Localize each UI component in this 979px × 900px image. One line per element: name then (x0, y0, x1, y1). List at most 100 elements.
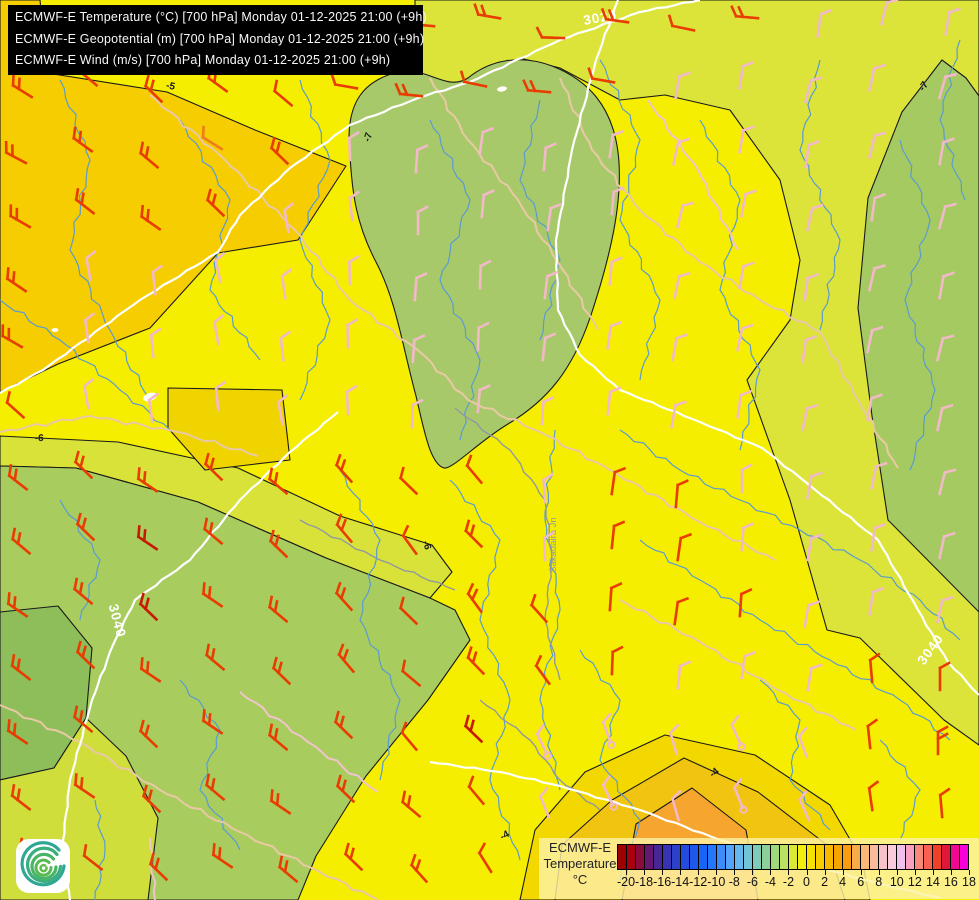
spiral-logo-icon (20, 841, 66, 887)
wind-barb-strokes (143, 74, 164, 104)
wind-barb-strokes (0, 324, 24, 349)
legend-color-cell (744, 845, 753, 869)
wind-barb-strokes (935, 334, 955, 362)
wind-barb (866, 718, 879, 750)
river-line (599, 59, 661, 381)
wind-barb-strokes (267, 723, 289, 752)
wind-barb-strokes (477, 842, 493, 874)
wind-barb-strokes (601, 774, 615, 807)
wind-barb (867, 131, 887, 159)
wind-barb-strokes (334, 581, 354, 612)
wind-barb-strokes (740, 463, 753, 494)
wind-barb (801, 334, 818, 364)
wind-barb-strokes (606, 320, 623, 350)
wind-barb (337, 643, 356, 674)
wind-barb-strokes (868, 586, 885, 616)
wind-barb-strokes (738, 587, 753, 618)
river-line (759, 679, 831, 831)
river-line (519, 99, 561, 341)
wind-barb (400, 659, 422, 688)
wind-barb (879, 0, 899, 26)
wind-barb-strokes (277, 855, 299, 884)
wind-barb-strokes (202, 517, 224, 546)
river-line (339, 469, 401, 781)
wind-barb-strokes (410, 398, 424, 429)
wind-barb (610, 186, 625, 216)
wind-barb-strokes (538, 786, 551, 819)
wind-barb (803, 76, 823, 104)
wind-barb (476, 321, 490, 352)
wind-barb-strokes (740, 521, 755, 552)
wind-barb (214, 380, 227, 412)
wind-barb-strokes (936, 403, 954, 432)
legend-color-cell (681, 845, 690, 869)
wind-barb-strokes (478, 259, 492, 290)
wind-barb (398, 466, 419, 496)
wind-barb (935, 334, 955, 362)
wind-barb (73, 773, 96, 799)
wind-barb (335, 513, 354, 544)
contour-label: -6 (34, 433, 44, 445)
wind-barb-strokes (467, 775, 486, 806)
wind-barb (740, 189, 757, 218)
wind-barb-strokes (401, 524, 418, 556)
wind-barb (740, 463, 753, 494)
lake (143, 392, 157, 402)
wind-barb-strokes (938, 531, 956, 560)
wind-barb-strokes (672, 137, 690, 166)
wind-barb (267, 467, 289, 496)
legend-color-cell (708, 845, 717, 869)
borders-layer (0, 77, 899, 900)
legend-tick (878, 870, 880, 875)
wind-barb (601, 774, 618, 811)
border-line (619, 599, 857, 731)
wind-barb (535, 723, 552, 760)
border-line (149, 94, 469, 401)
legend-color-cell (825, 845, 834, 869)
wind-barb (867, 780, 880, 812)
wind-barb (214, 251, 226, 284)
wind-barb (870, 192, 887, 222)
wind-barb-strokes (937, 72, 958, 100)
wind-barb-strokes (416, 205, 429, 236)
wind-barb (804, 139, 821, 169)
wind-barb (464, 519, 484, 549)
legend-color-cell (906, 845, 915, 869)
wind-barb (672, 137, 690, 166)
wind-barb (606, 320, 623, 350)
wind-barb-strokes (6, 719, 29, 745)
wind-barb (345, 318, 359, 349)
wind-barb-strokes (936, 595, 954, 624)
wind-barb (416, 205, 429, 236)
legend-color-cell (699, 845, 708, 869)
wind-barb (414, 143, 429, 174)
wind-barb (10, 654, 32, 682)
wind-barb (944, 7, 961, 36)
wind-barb-strokes (10, 654, 32, 682)
wind-barb (738, 60, 755, 90)
wind-barb (538, 786, 551, 819)
wind-barb-strokes (398, 596, 419, 626)
wind-barb-strokes (10, 527, 32, 556)
legend-tick-number: 2 (821, 875, 829, 889)
wind-barb-strokes (82, 377, 95, 410)
wind-barb-strokes (806, 203, 824, 232)
roads-layer (299, 407, 601, 811)
wind-barb-strokes (473, 3, 502, 20)
wind-barb-strokes (330, 73, 359, 90)
wind-barb (541, 332, 557, 362)
wind-barb-strokes (279, 330, 292, 362)
wind-barb-strokes (870, 461, 888, 490)
spiral-arc (34, 858, 53, 877)
border-line-pink (149, 837, 157, 900)
wind-barb-strokes (730, 5, 760, 20)
wind-barb (473, 3, 502, 20)
legend-color-cell (780, 845, 789, 869)
wind-barb (6, 592, 29, 618)
wind-barb-strokes (546, 202, 563, 232)
wind-barb-strokes (409, 853, 429, 884)
legend-color-cell (735, 845, 744, 869)
wind-barb-strokes (476, 321, 490, 352)
legend-tick (896, 870, 898, 875)
